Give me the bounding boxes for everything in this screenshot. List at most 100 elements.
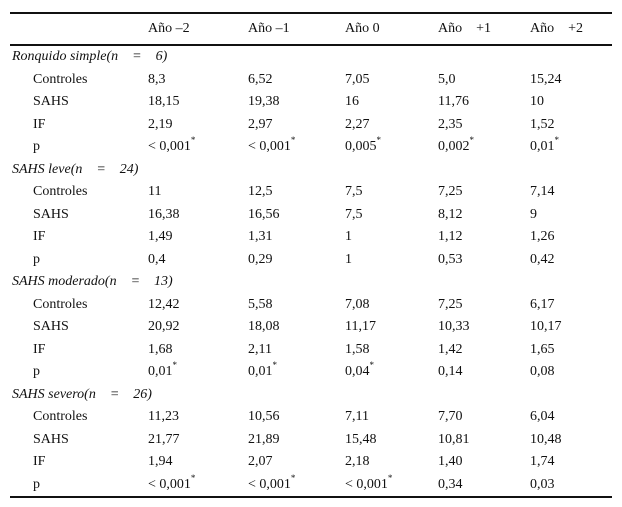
- table-cell: < 0,001*: [248, 472, 296, 492]
- table-cell: 0,002*: [438, 135, 474, 154]
- row-label: IF: [33, 116, 46, 132]
- table-cell: 0,14: [438, 364, 463, 379]
- table-cell: 1,65: [530, 341, 555, 357]
- table-cell: 5,58: [248, 296, 273, 312]
- group-title: Ronquido simple(n = 6): [12, 49, 168, 64]
- table-cell: 9: [530, 206, 537, 222]
- table-cell: 10,56: [248, 409, 280, 424]
- table-row: Controles 11 12,5 7,5 7,25 7,14: [10, 181, 612, 204]
- group-header-row: Ronquido simple(n = 6): [10, 46, 612, 69]
- table-row: SAHS 18,15 19,38 16 11,76 10: [10, 91, 612, 114]
- row-label: IF: [33, 454, 46, 469]
- column-header: Año –2: [148, 21, 190, 36]
- table-cell: 6,17: [530, 296, 555, 312]
- table-cell: 1: [345, 251, 352, 267]
- column-header: Año 0: [345, 21, 380, 36]
- table-cell: 6,52: [248, 71, 273, 87]
- row-label: Controles: [33, 71, 88, 87]
- table-cell: 11: [148, 184, 162, 199]
- table-cell: 21,89: [248, 431, 280, 447]
- table-row: Controles 12,42 5,58 7,08 7,25 6,17: [10, 294, 612, 317]
- table-cell: 2,19: [148, 116, 173, 132]
- row-label: p: [33, 476, 40, 492]
- table-cell: 2,97: [248, 116, 273, 132]
- table-cell: 1,26: [530, 229, 555, 244]
- group-header-row: SAHS moderado(n = 13): [10, 271, 612, 294]
- table-cell: 0,53: [438, 251, 463, 267]
- column-header: Año –1: [248, 21, 290, 36]
- table-row: IF 1,49 1,31 1 1,12 1,26: [10, 226, 612, 249]
- table-cell: 11,23: [148, 409, 179, 424]
- table-cell: 19,38: [248, 94, 280, 109]
- table-row: p 0,01* 0,01* 0,04* 0,14 0,08: [10, 361, 612, 384]
- table-cell: 2,27: [345, 116, 370, 132]
- table-row: p 0,4 0,29 1 0,53 0,42: [10, 249, 612, 272]
- table-cell: 0,34: [438, 476, 463, 492]
- table-row: SAHS 20,92 18,08 11,17 10,33 10,17: [10, 316, 612, 339]
- table-cell: 0,01*: [148, 360, 177, 379]
- row-label: Controles: [33, 184, 88, 199]
- table-cell: 0,005*: [345, 135, 382, 154]
- table-row: SAHS 21,77 21,89 15,48 10,81 10,48: [10, 429, 612, 452]
- table-cell: 11,17: [345, 319, 376, 334]
- table-cell: 7,25: [438, 296, 463, 312]
- table-cell: 0,01*: [530, 135, 559, 154]
- table-cell: 7,14: [530, 184, 555, 199]
- group-title: SAHS moderado(n = 13): [12, 274, 173, 289]
- table-cell: 1: [345, 229, 352, 244]
- group-header-row: SAHS severo(n = 26): [10, 384, 612, 407]
- table-cell: 1,52: [530, 116, 555, 132]
- table-cell: 10,17: [530, 319, 562, 334]
- table-cell: 15,48: [345, 431, 377, 447]
- group-header-row: SAHS leve(n = 24): [10, 159, 612, 182]
- table-cell: 12,5: [248, 184, 273, 199]
- row-label: p: [33, 364, 40, 379]
- group-title: SAHS severo(n = 26): [12, 386, 152, 402]
- table-row: Controles 11,23 10,56 7,11 7,70 6,04: [10, 406, 612, 429]
- table-row: p < 0,001* < 0,001* < 0,001* 0,34 0,03: [10, 472, 612, 497]
- row-label: IF: [33, 341, 46, 357]
- table-cell: < 0,001*: [148, 472, 196, 492]
- table-cell: 5,0: [438, 71, 456, 87]
- significance-asterisk: *: [190, 472, 196, 483]
- table-cell: 0,08: [530, 364, 555, 379]
- table-cell: < 0,001*: [148, 135, 196, 154]
- table-row: SAHS 16,38 16,56 7,5 8,12 9: [10, 204, 612, 227]
- table-cell: 7,08: [345, 296, 370, 312]
- table-cell: 1,49: [148, 229, 173, 244]
- table-cell: < 0,001*: [345, 472, 393, 492]
- table-cell: 10,33: [438, 319, 470, 334]
- significance-asterisk: *: [376, 135, 382, 146]
- table-cell: 10,81: [438, 431, 470, 447]
- table-cell: 15,24: [530, 71, 562, 87]
- row-label: p: [33, 251, 40, 267]
- table-row: IF 1,94 2,07 2,18 1,40 1,74: [10, 451, 612, 474]
- significance-asterisk: *: [272, 360, 278, 371]
- row-label: SAHS: [33, 94, 69, 109]
- table-cell: 18,15: [148, 94, 180, 109]
- table-cell: 16,56: [248, 206, 280, 222]
- column-header: [10, 14, 148, 44]
- table-cell: 1,58: [345, 341, 370, 357]
- table-cell: 18,08: [248, 319, 280, 334]
- table-cell: 16,38: [148, 206, 180, 222]
- table-cell: 2,35: [438, 116, 463, 132]
- table-cell: 8,3: [148, 71, 166, 87]
- table-cell: 7,05: [345, 71, 370, 87]
- column-header: Año +2: [530, 21, 584, 36]
- table-body: Ronquido simple(n = 6) Controles 8,3 6,52 7,…: [10, 46, 612, 496]
- table-cell: 2,18: [345, 454, 370, 469]
- table-cell: 1,74: [530, 454, 555, 469]
- table-cell: 10: [530, 94, 544, 109]
- significance-asterisk: *: [369, 360, 375, 371]
- table-cell: 20,92: [148, 319, 180, 334]
- table-cell: 0,03: [530, 476, 555, 492]
- table-cell: 0,42: [530, 251, 555, 267]
- table-cell: 0,01*: [248, 360, 278, 379]
- table-cell: 0,04*: [345, 360, 375, 379]
- table-cell: 21,77: [148, 431, 180, 447]
- group-title: SAHS leve(n = 24): [12, 161, 139, 177]
- table-row: IF 1,68 2,11 1,58 1,42 1,65: [10, 339, 612, 362]
- table-cell: 1,31: [248, 229, 273, 244]
